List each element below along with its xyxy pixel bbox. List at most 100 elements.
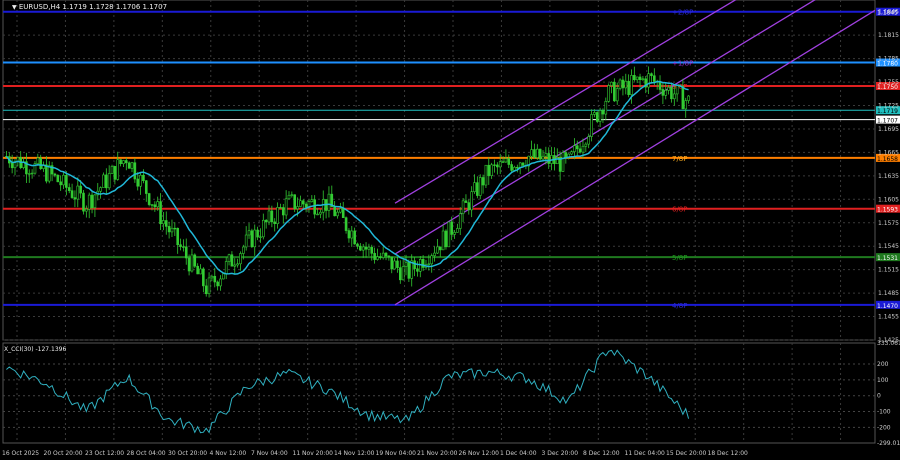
candle-body xyxy=(310,199,314,202)
candle-body xyxy=(373,253,376,260)
candle-body xyxy=(570,151,573,155)
candle-body xyxy=(387,255,391,258)
candle-body xyxy=(10,162,14,169)
candle-body xyxy=(521,162,525,166)
candle-body xyxy=(133,162,137,180)
candle-body xyxy=(90,194,94,209)
candle-body xyxy=(593,112,596,115)
candle-body xyxy=(399,267,402,281)
price-label-box xyxy=(876,7,900,16)
candle-body xyxy=(461,200,465,215)
candle-body xyxy=(610,81,613,86)
candle-body xyxy=(153,204,157,208)
symbol-header: ▼ EURUSD,H4 1.1719 1.1728 1.1706 1.1707 xyxy=(12,3,167,11)
candle-body xyxy=(467,202,471,211)
candle-body xyxy=(533,149,536,158)
candle-body xyxy=(336,211,339,217)
candle-body xyxy=(202,268,205,287)
candle-body xyxy=(279,207,282,209)
level-tag: +2/8P xyxy=(672,9,693,17)
price-tick: 1.1545 xyxy=(878,243,899,250)
candle-body xyxy=(675,85,679,95)
candle-body xyxy=(116,159,120,180)
channel-line[interactable] xyxy=(394,0,875,204)
price-tick: 1.1815 xyxy=(878,32,899,39)
candle-body xyxy=(661,89,665,96)
candle-body xyxy=(162,220,165,225)
candle-body xyxy=(25,161,28,175)
candle-body xyxy=(635,76,639,81)
ma-line[interactable] xyxy=(5,80,689,275)
candle-body xyxy=(147,193,151,205)
candle-body xyxy=(670,86,673,100)
candle-body xyxy=(615,88,619,102)
candle-body xyxy=(498,161,502,168)
candle-body xyxy=(184,246,188,259)
candle-body xyxy=(407,262,411,279)
candle-body xyxy=(167,226,171,233)
candle-body xyxy=(119,159,122,165)
candle-body xyxy=(224,261,228,275)
candle-body xyxy=(85,208,88,212)
candle-body xyxy=(507,158,511,165)
main-pane[interactable] xyxy=(2,0,876,341)
candle-body xyxy=(173,227,177,230)
price-tick: 1.1725 xyxy=(878,103,899,110)
time-tick: 8 Dec 12:00 xyxy=(583,450,620,457)
candle-body xyxy=(99,187,102,192)
cci-tick: 200 xyxy=(877,361,889,368)
candle-body xyxy=(284,198,288,216)
candle-body xyxy=(501,161,505,163)
candle-body xyxy=(481,177,485,186)
candle-body xyxy=(464,200,468,203)
indicator-header: X_CCI(30) -127.1396 xyxy=(4,346,66,353)
candle-body xyxy=(416,268,419,272)
candle-body xyxy=(561,152,565,172)
candle-body xyxy=(127,162,131,169)
candle-body xyxy=(176,227,179,246)
candle-body xyxy=(256,229,259,238)
candle-body xyxy=(393,260,396,270)
candle-body xyxy=(301,200,305,205)
time-tick: 20 Oct 20:00 xyxy=(44,450,83,457)
candle-body xyxy=(541,155,545,160)
indicator-pane[interactable] xyxy=(2,342,876,444)
cci-tick: -200 xyxy=(877,424,891,431)
candle-body xyxy=(304,203,308,208)
candle-body xyxy=(650,73,653,77)
candle-body xyxy=(478,177,482,196)
time-tick: 23 Oct 12:00 xyxy=(85,450,124,457)
candle-body xyxy=(590,114,593,137)
candle-body xyxy=(110,166,114,174)
candle-body xyxy=(544,153,548,157)
candle-body xyxy=(250,230,254,248)
candle-body xyxy=(93,194,97,209)
candle-body xyxy=(653,75,656,82)
collapse-arrow-icon[interactable]: ▼ xyxy=(12,4,17,11)
channel-line[interactable] xyxy=(394,0,875,255)
candle-body xyxy=(447,221,451,248)
time-tick: 15 Dec 20:00 xyxy=(666,450,707,457)
channel-line[interactable] xyxy=(394,9,876,306)
candle-body xyxy=(156,201,159,208)
candle-body xyxy=(330,193,334,208)
candle-body xyxy=(230,254,234,267)
cci-indicator xyxy=(3,349,875,434)
candle-body xyxy=(264,219,268,223)
candle-body xyxy=(484,164,488,186)
time-tick: 28 Oct 04:00 xyxy=(127,450,166,457)
candle-body xyxy=(296,206,299,210)
candle-body xyxy=(404,262,408,267)
cci-line[interactable] xyxy=(6,349,690,434)
candle-body xyxy=(621,79,625,89)
candle-body xyxy=(396,260,399,268)
time-tick: 11 Dec 04:00 xyxy=(625,450,666,457)
price-label: 1.1593 xyxy=(877,207,898,214)
candle-body xyxy=(259,236,262,238)
price-label-box xyxy=(876,153,900,162)
candle-body xyxy=(456,228,459,233)
price-tick: 1.1845 xyxy=(878,9,899,16)
candle-body xyxy=(287,194,291,200)
candle-body xyxy=(458,213,462,229)
